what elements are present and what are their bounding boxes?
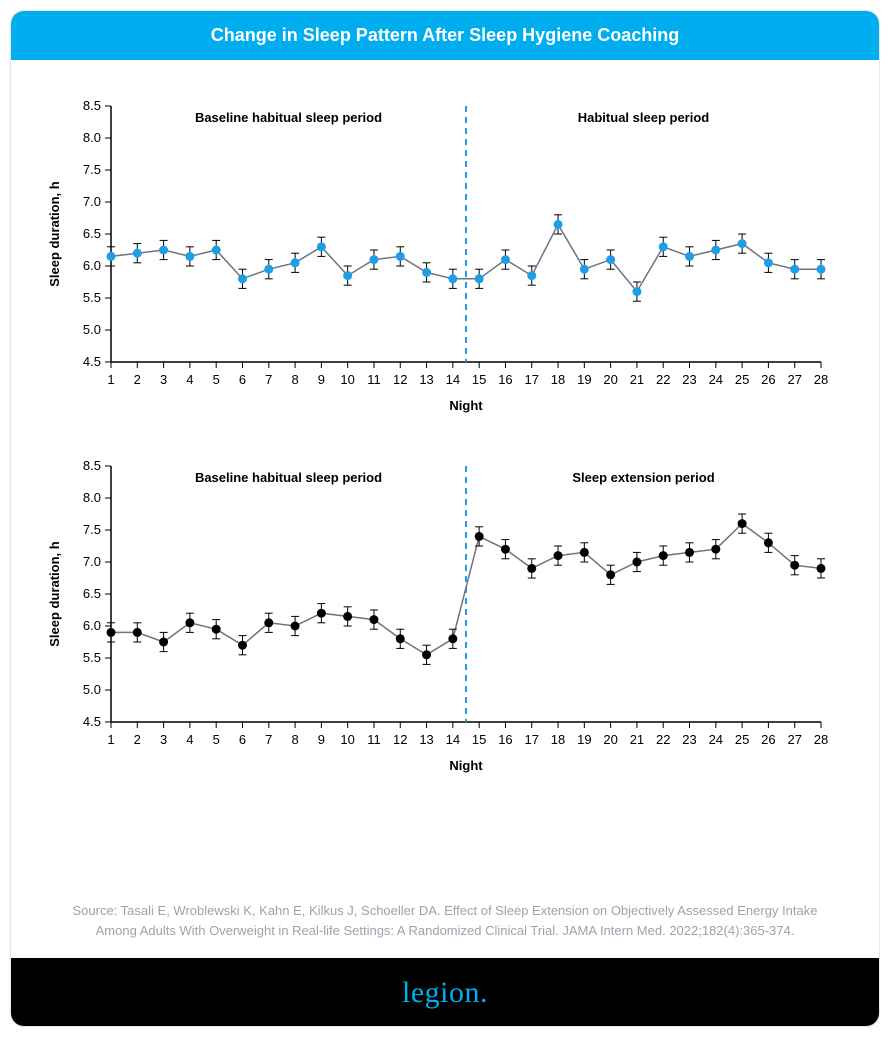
svg-text:8: 8 xyxy=(291,732,298,747)
svg-text:6.5: 6.5 xyxy=(83,226,101,241)
svg-text:13: 13 xyxy=(419,372,433,387)
svg-text:21: 21 xyxy=(630,732,644,747)
svg-text:9: 9 xyxy=(318,732,325,747)
svg-text:27: 27 xyxy=(787,372,801,387)
svg-text:21: 21 xyxy=(630,372,644,387)
svg-text:7: 7 xyxy=(265,732,272,747)
svg-text:Night: Night xyxy=(449,758,483,773)
svg-text:12: 12 xyxy=(393,372,407,387)
svg-text:23: 23 xyxy=(682,372,696,387)
svg-text:16: 16 xyxy=(498,732,512,747)
svg-text:19: 19 xyxy=(577,372,591,387)
svg-text:8.0: 8.0 xyxy=(83,490,101,505)
svg-text:25: 25 xyxy=(735,372,749,387)
card-title: Change in Sleep Pattern After Sleep Hygi… xyxy=(11,11,879,60)
svg-text:Baseline habitual sleep period: Baseline habitual sleep period xyxy=(195,470,382,485)
chart-bottom-wrap: 4.55.05.56.06.57.07.58.08.51234567891011… xyxy=(41,448,849,778)
svg-text:6.0: 6.0 xyxy=(83,618,101,633)
svg-text:20: 20 xyxy=(603,372,617,387)
svg-text:26: 26 xyxy=(761,732,775,747)
svg-text:Sleep extension period: Sleep extension period xyxy=(572,470,714,485)
svg-text:4.5: 4.5 xyxy=(83,354,101,369)
svg-text:17: 17 xyxy=(525,732,539,747)
svg-text:3: 3 xyxy=(160,732,167,747)
svg-text:16: 16 xyxy=(498,372,512,387)
svg-text:2: 2 xyxy=(134,732,141,747)
svg-text:19: 19 xyxy=(577,732,591,747)
svg-text:17: 17 xyxy=(525,372,539,387)
svg-text:2: 2 xyxy=(134,372,141,387)
svg-text:15: 15 xyxy=(472,732,486,747)
svg-text:Habitual sleep period: Habitual sleep period xyxy=(578,110,710,125)
source-citation: Source: Tasali E, Wroblewski K, Kahn E, … xyxy=(11,893,879,958)
svg-text:6.0: 6.0 xyxy=(83,258,101,273)
svg-text:22: 22 xyxy=(656,372,670,387)
svg-text:8.5: 8.5 xyxy=(83,98,101,113)
svg-text:5.5: 5.5 xyxy=(83,650,101,665)
svg-text:18: 18 xyxy=(551,732,565,747)
svg-text:5.5: 5.5 xyxy=(83,290,101,305)
svg-text:20: 20 xyxy=(603,732,617,747)
svg-text:5: 5 xyxy=(213,732,220,747)
svg-text:4: 4 xyxy=(186,732,193,747)
svg-text:6.5: 6.5 xyxy=(83,586,101,601)
svg-text:28: 28 xyxy=(814,732,828,747)
chart-area: 4.55.05.56.06.57.07.58.08.51234567891011… xyxy=(11,60,879,893)
svg-text:7: 7 xyxy=(265,372,272,387)
svg-text:4.5: 4.5 xyxy=(83,714,101,729)
svg-text:Sleep duration, h: Sleep duration, h xyxy=(47,181,62,287)
svg-text:24: 24 xyxy=(709,732,723,747)
brand-logo: legion. xyxy=(402,976,488,1009)
svg-text:10: 10 xyxy=(340,732,354,747)
svg-text:10: 10 xyxy=(340,372,354,387)
svg-text:Night: Night xyxy=(449,398,483,413)
svg-text:13: 13 xyxy=(419,732,433,747)
svg-text:8.0: 8.0 xyxy=(83,130,101,145)
svg-text:6: 6 xyxy=(239,732,246,747)
chart-card: Change in Sleep Pattern After Sleep Hygi… xyxy=(10,10,880,1027)
svg-text:4: 4 xyxy=(186,372,193,387)
svg-text:5.0: 5.0 xyxy=(83,322,101,337)
svg-text:5.0: 5.0 xyxy=(83,682,101,697)
chart-top: 4.55.05.56.06.57.07.58.08.51234567891011… xyxy=(41,88,841,418)
svg-text:3: 3 xyxy=(160,372,167,387)
svg-text:Baseline habitual sleep period: Baseline habitual sleep period xyxy=(195,110,382,125)
svg-text:8: 8 xyxy=(291,372,298,387)
svg-text:Sleep duration, h: Sleep duration, h xyxy=(47,541,62,647)
svg-text:26: 26 xyxy=(761,372,775,387)
svg-text:7.0: 7.0 xyxy=(83,194,101,209)
svg-text:14: 14 xyxy=(446,732,460,747)
svg-text:8.5: 8.5 xyxy=(83,458,101,473)
svg-text:6: 6 xyxy=(239,372,246,387)
svg-text:7.5: 7.5 xyxy=(83,162,101,177)
svg-text:5: 5 xyxy=(213,372,220,387)
svg-text:11: 11 xyxy=(367,372,381,387)
footer: legion. xyxy=(11,958,879,1026)
svg-text:22: 22 xyxy=(656,732,670,747)
svg-text:15: 15 xyxy=(472,372,486,387)
chart-top-wrap: 4.55.05.56.06.57.07.58.08.51234567891011… xyxy=(41,88,849,418)
svg-text:11: 11 xyxy=(367,732,381,747)
svg-text:9: 9 xyxy=(318,372,325,387)
svg-text:18: 18 xyxy=(551,372,565,387)
svg-text:14: 14 xyxy=(446,372,460,387)
svg-text:1: 1 xyxy=(107,732,114,747)
svg-text:27: 27 xyxy=(787,732,801,747)
svg-text:7.0: 7.0 xyxy=(83,554,101,569)
svg-text:23: 23 xyxy=(682,732,696,747)
svg-text:12: 12 xyxy=(393,732,407,747)
chart-bottom: 4.55.05.56.06.57.07.58.08.51234567891011… xyxy=(41,448,841,778)
svg-text:25: 25 xyxy=(735,732,749,747)
svg-text:28: 28 xyxy=(814,372,828,387)
svg-text:7.5: 7.5 xyxy=(83,522,101,537)
svg-text:1: 1 xyxy=(107,372,114,387)
svg-text:24: 24 xyxy=(709,372,723,387)
